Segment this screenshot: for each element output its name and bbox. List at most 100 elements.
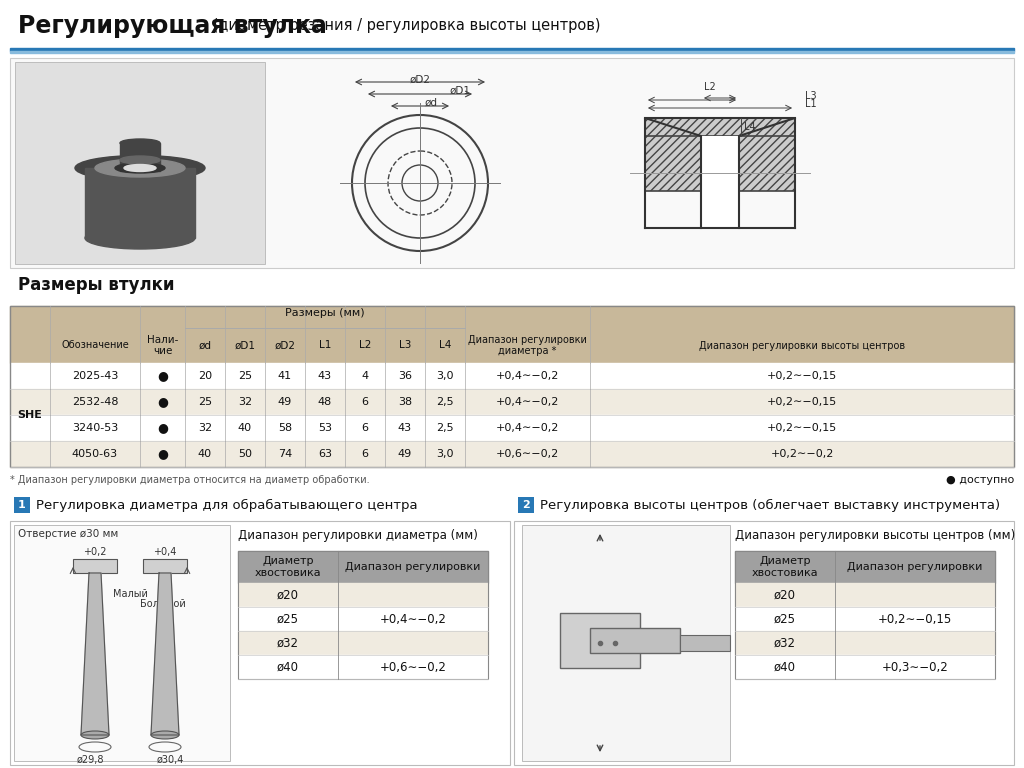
- Text: Диаметр
хвостовика: Диаметр хвостовика: [255, 556, 322, 578]
- Text: 2532-48: 2532-48: [72, 397, 118, 407]
- Text: ød: ød: [199, 340, 212, 350]
- Text: 2025-43: 2025-43: [72, 371, 118, 381]
- Text: Малый: Малый: [113, 589, 147, 599]
- Text: ø32: ø32: [278, 637, 299, 650]
- Text: Диапазон регулировки высоты центров (мм): Диапазон регулировки высоты центров (мм): [735, 529, 1015, 542]
- Text: ●: ●: [157, 422, 168, 435]
- Text: L4: L4: [439, 340, 452, 350]
- Bar: [10, 58, 1014, 268]
- Bar: [143, 559, 187, 573]
- Text: Диаметр
хвостовика: Диаметр хвостовика: [752, 556, 818, 578]
- Text: 6: 6: [361, 423, 369, 433]
- Bar: [238, 607, 488, 631]
- Ellipse shape: [120, 139, 160, 147]
- Bar: [238, 583, 488, 607]
- Text: 4050-63: 4050-63: [72, 449, 118, 459]
- Text: +0,2∼−0,15: +0,2∼−0,15: [878, 613, 952, 625]
- Text: 74: 74: [278, 449, 292, 459]
- Bar: [10, 51, 1014, 52]
- Text: 6: 6: [361, 397, 369, 407]
- Text: ø40: ø40: [774, 660, 796, 674]
- Text: +0,2∼−0,15: +0,2∼−0,15: [767, 371, 838, 381]
- Bar: [701, 136, 739, 228]
- Text: ø30,4: ø30,4: [157, 755, 183, 765]
- Bar: [560, 613, 640, 668]
- Text: 58: 58: [278, 423, 292, 433]
- Text: 2,5: 2,5: [436, 397, 454, 407]
- Text: Обозначение: Обозначение: [61, 340, 129, 350]
- Text: Отверстие ø30 мм: Отверстие ø30 мм: [18, 529, 118, 539]
- Ellipse shape: [120, 156, 160, 164]
- Text: 1: 1: [18, 500, 26, 510]
- Text: SHE: SHE: [17, 410, 42, 420]
- Bar: [739, 118, 795, 191]
- Bar: [10, 415, 1014, 441]
- Bar: [73, 559, 117, 573]
- Ellipse shape: [151, 731, 179, 739]
- Text: Диапазон регулировки высоты центров: Диапазон регулировки высоты центров: [699, 340, 905, 350]
- Bar: [645, 118, 795, 136]
- Bar: [15, 62, 265, 264]
- Text: L3: L3: [805, 91, 816, 101]
- Text: +0,4: +0,4: [154, 547, 177, 557]
- Text: 3,0: 3,0: [436, 371, 454, 381]
- Text: L4: L4: [744, 122, 756, 132]
- Bar: [120, 143, 160, 171]
- Bar: [10, 441, 1014, 467]
- Bar: [835, 551, 995, 583]
- Bar: [10, 48, 1014, 51]
- Text: 3,0: 3,0: [436, 449, 454, 459]
- Bar: [238, 631, 488, 655]
- Text: Регулировка диаметра для обрабатывающего центра: Регулировка диаметра для обрабатывающего…: [36, 498, 418, 511]
- Polygon shape: [81, 573, 109, 735]
- Bar: [680, 635, 730, 651]
- Text: ●: ●: [157, 448, 168, 461]
- Text: Нали-
чие: Нали- чие: [146, 335, 178, 356]
- Ellipse shape: [124, 164, 156, 171]
- Text: 43: 43: [317, 371, 332, 381]
- Text: 2,5: 2,5: [436, 423, 454, 433]
- Text: L3: L3: [398, 340, 412, 350]
- Text: 2: 2: [522, 500, 529, 510]
- Text: ● доступно: ● доступно: [946, 475, 1014, 485]
- Text: +0,4∼−0,2: +0,4∼−0,2: [496, 397, 559, 407]
- Text: ●: ●: [157, 369, 168, 382]
- Text: +0,2: +0,2: [83, 547, 106, 557]
- Text: (диаметр резания / регулировка высоты центров): (диаметр резания / регулировка высоты це…: [208, 18, 600, 33]
- Text: øD2: øD2: [410, 75, 430, 85]
- Text: 53: 53: [318, 423, 332, 433]
- Text: +0,4∼−0,2: +0,4∼−0,2: [496, 371, 559, 381]
- Text: L1: L1: [318, 340, 331, 350]
- Text: +0,6∼−0,2: +0,6∼−0,2: [496, 449, 559, 459]
- Bar: [522, 525, 730, 761]
- Bar: [735, 551, 835, 583]
- Bar: [14, 497, 30, 513]
- Text: +0,2∼−0,15: +0,2∼−0,15: [767, 397, 838, 407]
- Bar: [735, 607, 995, 631]
- Text: 49: 49: [398, 449, 412, 459]
- Text: 25: 25: [198, 397, 212, 407]
- Text: ø25: ø25: [278, 613, 299, 625]
- Bar: [10, 363, 1014, 389]
- Text: ød: ød: [425, 98, 438, 108]
- Text: ø29,8: ø29,8: [76, 755, 103, 765]
- Text: +0,2∼−0,2: +0,2∼−0,2: [770, 449, 834, 459]
- Text: 43: 43: [398, 423, 412, 433]
- Ellipse shape: [75, 155, 205, 180]
- Text: ø32: ø32: [774, 637, 796, 650]
- Text: 50: 50: [238, 449, 252, 459]
- Text: ø25: ø25: [774, 613, 796, 625]
- Text: * Диапазон регулировки диаметра относится на диаметр обработки.: * Диапазон регулировки диаметра относитс…: [10, 475, 370, 485]
- Text: Диапазон регулировки: Диапазон регулировки: [847, 562, 983, 572]
- Ellipse shape: [95, 159, 185, 177]
- Text: Размеры (мм): Размеры (мм): [286, 308, 365, 318]
- Text: Регулирующая втулка: Регулирующая втулка: [18, 14, 327, 38]
- Bar: [735, 655, 995, 679]
- Text: 20: 20: [198, 371, 212, 381]
- Text: 49: 49: [278, 397, 292, 407]
- Text: 4: 4: [361, 371, 369, 381]
- Bar: [10, 389, 1014, 415]
- Text: 32: 32: [198, 423, 212, 433]
- Text: Диапазон регулировки: Диапазон регулировки: [345, 562, 480, 572]
- Text: 63: 63: [318, 449, 332, 459]
